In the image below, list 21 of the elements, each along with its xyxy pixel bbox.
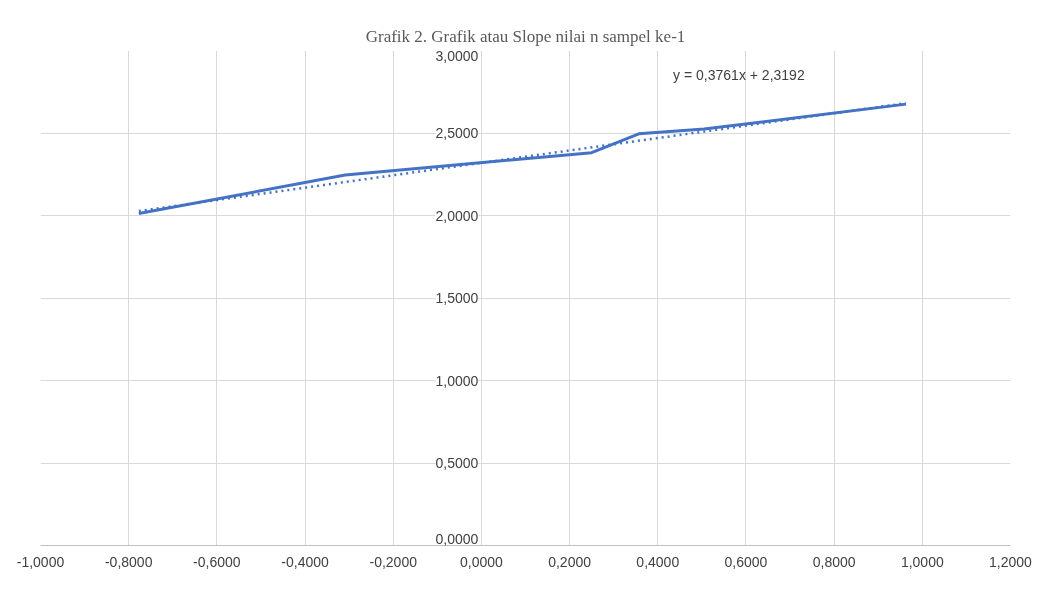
x-tick-label: -0,2000: [369, 553, 418, 570]
y-tick-label: 0,0000: [435, 530, 479, 547]
chart-title: Grafik 2. Grafik atau Slope nilai n sampel ke-1: [365, 26, 686, 46]
x-tick-label: -0,6000: [193, 553, 241, 570]
x-tick-label: 1,2000: [989, 553, 1033, 570]
y-tick-label: 2,5000: [435, 125, 479, 141]
y-tick-label: 2,0000: [435, 207, 479, 224]
y-tick-label: 3,0000: [435, 47, 479, 64]
annotation: y = 0,3761x + 2,3192: [673, 66, 805, 83]
x-tick-label: 0,6000: [724, 553, 768, 570]
y-tick-label: 1,5000: [435, 290, 479, 306]
y-tick-label: 0,5000: [435, 455, 479, 471]
x-tick-label: -0,8000: [104, 553, 153, 570]
x-tick-label: 1,0000: [900, 553, 944, 570]
x-tick-label: -1,0000: [16, 553, 65, 570]
x-tick-label: 0,4000: [636, 553, 680, 570]
x-tick-label: 0,0000: [460, 553, 504, 570]
x-tick-label: 0,2000: [548, 553, 592, 570]
y-tick-label: 1,0000: [435, 372, 479, 389]
x-tick-label: -0,4000: [281, 553, 329, 570]
x-tick-label: 0,8000: [812, 553, 856, 570]
